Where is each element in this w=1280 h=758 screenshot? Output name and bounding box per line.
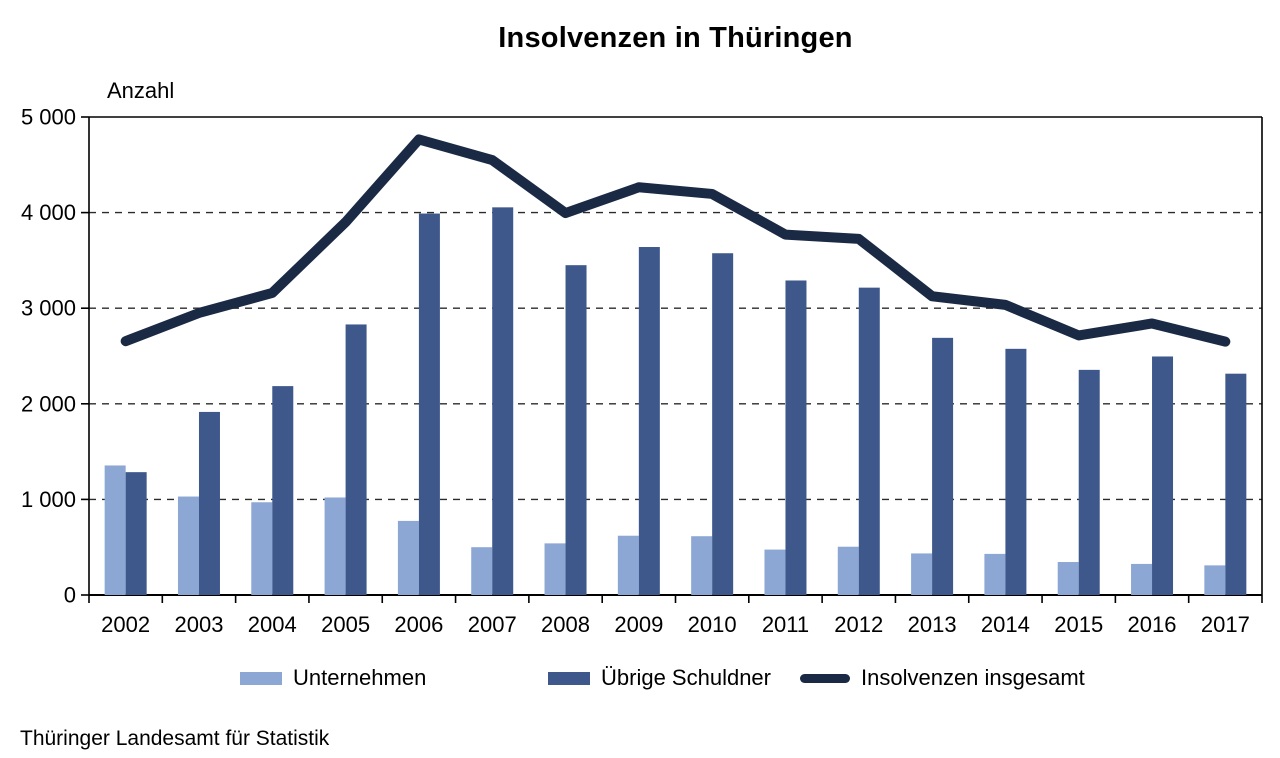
unternehmen-swatch: [240, 671, 282, 685]
x-label-2014: 2014: [981, 612, 1030, 637]
bar-uebrige-schuldner-2013: [932, 337, 954, 595]
bar-unternehmen-2006: [397, 520, 419, 595]
x-label-2010: 2010: [688, 612, 737, 637]
legend-item-uebrige-schuldner: Übrige Schuldner: [548, 663, 771, 693]
bar-unternehmen-2002: [104, 465, 126, 595]
y-tick-label-0: 0: [64, 583, 76, 608]
legend-item-unternehmen: Unternehmen: [240, 663, 426, 693]
bar-uebrige-schuldner-2014: [1005, 348, 1027, 595]
x-label-2007: 2007: [468, 612, 517, 637]
bar-uebrige-schuldner-2005: [345, 324, 367, 595]
y-tick-label-4000: 4 000: [21, 200, 76, 225]
x-label-2017: 2017: [1201, 612, 1250, 637]
x-label-2006: 2006: [394, 612, 443, 637]
bar-unternehmen-2005: [324, 497, 346, 595]
legend-label-unternehmen: Unternehmen: [293, 665, 427, 690]
bar-uebrige-schuldner-2010: [712, 253, 734, 596]
line-insolvenzen-insgesamt: [120, 134, 1231, 347]
uebrige-schuldner-swatch: [548, 671, 590, 685]
x-label-2015: 2015: [1054, 612, 1103, 637]
bar-unternehmen-2017: [1204, 565, 1226, 595]
y-axis-title: Anzahl: [107, 78, 175, 103]
bar-unternehmen-2015: [1057, 562, 1079, 595]
x-label-2009: 2009: [614, 612, 663, 637]
x-label-2011: 2011: [762, 612, 809, 637]
bar-uebrige-schuldner-2002: [125, 472, 147, 595]
bar-unternehmen-2011: [764, 549, 786, 595]
x-label-2002: 2002: [101, 612, 150, 637]
y-tick-label-1000: 1 000: [21, 487, 76, 512]
x-label-2013: 2013: [908, 612, 957, 637]
bar-uebrige-schuldner-2007: [492, 207, 514, 596]
bar-unternehmen-2003: [177, 496, 199, 595]
bar-uebrige-schuldner-2016: [1152, 356, 1174, 595]
bar-uebrige-schuldner-2009: [638, 247, 660, 596]
bar-unternehmen-2007: [471, 547, 493, 595]
bar-uebrige-schuldner-2004: [272, 386, 294, 595]
bar-unternehmen-2012: [837, 546, 859, 595]
x-label-2008: 2008: [541, 612, 590, 637]
bar-unternehmen-2010: [691, 536, 713, 595]
bar-unternehmen-2008: [544, 543, 566, 595]
bar-unternehmen-2016: [1131, 563, 1153, 595]
insgesamt-line-swatch: [800, 673, 850, 683]
legend-label-uebrige-schuldner: Übrige Schuldner: [601, 665, 771, 690]
legend-label-insgesamt: Insolvenzen insgesamt: [861, 665, 1085, 690]
bar-uebrige-schuldner-2011: [785, 280, 807, 595]
y-tick-label-2000: 2 000: [21, 391, 76, 416]
y-tick-label-5000: 5 000: [21, 105, 76, 130]
chart-title: Insolvenzen in Thüringen: [498, 22, 853, 54]
bar-uebrige-schuldner-2015: [1078, 369, 1100, 595]
bar-unternehmen-2013: [911, 553, 933, 595]
legend-item-insgesamt: Insolvenzen insgesamt: [800, 663, 1085, 693]
bar-uebrige-schuldner-2003: [198, 411, 220, 595]
bar-uebrige-schuldner-2012: [858, 287, 880, 595]
bar-uebrige-schuldner-2017: [1225, 373, 1247, 595]
bar-uebrige-schuldner-2006: [418, 213, 440, 595]
y-tick-label-3000: 3 000: [21, 296, 76, 321]
bar-unternehmen-2004: [251, 502, 273, 595]
x-label-2003: 2003: [174, 612, 223, 637]
chart-canvas: 0 1 000 2 000 3 000 4 000 5 000 2002 2003 2004 20…: [21, 105, 1263, 637]
legend: Unternehmen Übrige Schuldner Insolvenzen…: [0, 663, 1280, 695]
x-label-2004: 2004: [248, 612, 297, 637]
source-text: Thüringer Landesamt für Statistik: [20, 727, 330, 750]
bar-unternehmen-2014: [984, 553, 1006, 595]
x-label-2016: 2016: [1128, 612, 1177, 637]
bar-unternehmen-2009: [617, 535, 639, 595]
bar-uebrige-schuldner-2008: [565, 265, 587, 595]
x-label-2012: 2012: [834, 612, 883, 637]
x-label-2005: 2005: [321, 612, 370, 637]
